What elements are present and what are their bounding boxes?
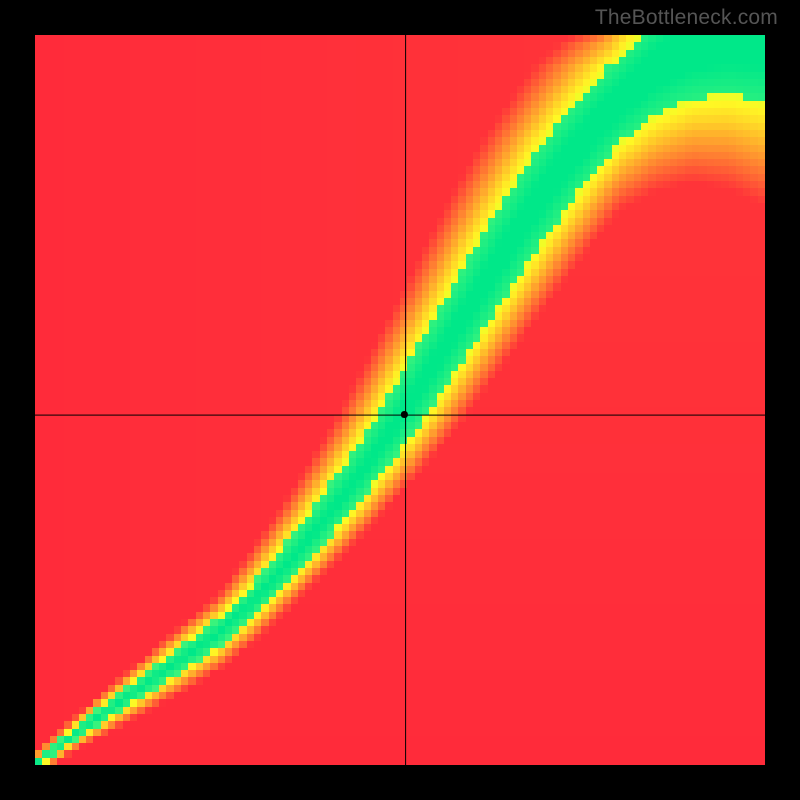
heatmap-canvas (35, 35, 765, 765)
bottleneck-heatmap (35, 35, 765, 765)
watermark-text: TheBottleneck.com (595, 6, 778, 30)
